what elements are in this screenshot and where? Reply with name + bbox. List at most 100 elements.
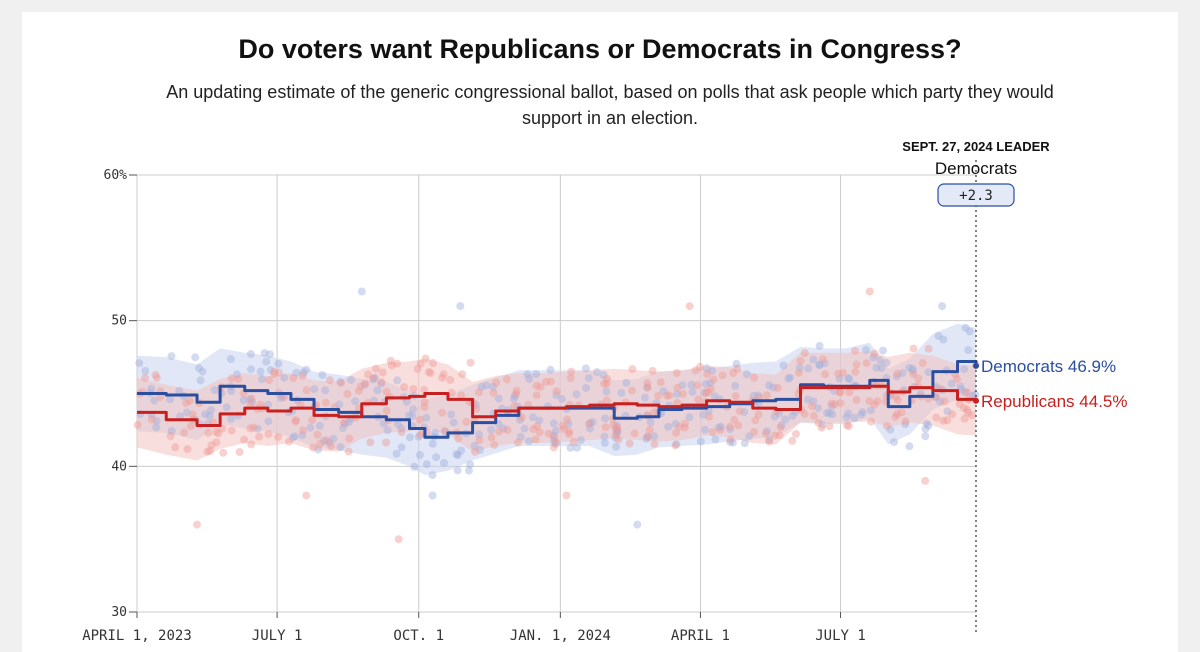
democrats-poll-dot <box>850 413 859 422</box>
republicans-poll-dot <box>909 344 918 353</box>
democrats-poll-dot <box>622 378 631 387</box>
democrats-poll-dot <box>475 430 483 439</box>
republicans-poll-dot <box>356 382 365 391</box>
republicans-poll-dot <box>602 396 611 405</box>
democrats-poll-dot <box>258 375 266 384</box>
democrats-poll-dot <box>299 368 308 377</box>
republicans-poll-dot <box>544 429 553 438</box>
democrats-poll-dot <box>765 381 774 390</box>
democrats-poll-dot <box>477 382 486 391</box>
democrats-poll-dot <box>908 367 917 375</box>
democrats-poll-dot <box>551 426 560 435</box>
democrats-poll-dot <box>779 361 788 370</box>
republicans-poll-dot <box>893 410 902 419</box>
democrats-poll-dot <box>406 433 414 442</box>
democrats-poll-dot <box>803 395 812 404</box>
republicans-poll-dot <box>645 425 654 434</box>
republicans-poll-dot <box>421 354 430 363</box>
republicans-poll-dot <box>354 386 363 395</box>
republicans-poll-dot <box>794 368 803 377</box>
republicans-poll-dot <box>270 370 279 379</box>
democrats-poll-dot <box>818 420 827 429</box>
x-tick-label: OCT. 1 <box>393 628 444 644</box>
republicans-poll-dot <box>852 395 861 404</box>
democrats-poll-dot <box>525 437 533 446</box>
democrats-poll-dot <box>201 410 210 419</box>
democrats-poll-dot <box>960 365 969 374</box>
republicans-poll-dot <box>873 397 882 406</box>
republicans-poll-dot <box>709 375 718 384</box>
republicans-poll-dot <box>227 374 236 383</box>
x-tick-label: JAN. 1, 2024 <box>510 628 611 644</box>
republicans-poll-dot <box>316 439 325 448</box>
democrats-poll-dot <box>302 365 311 374</box>
republicans-poll-dot <box>536 383 545 391</box>
democrats-poll-dot <box>520 424 529 433</box>
democrats-poll-dot <box>371 373 380 382</box>
democrats-poll-dot <box>869 353 878 362</box>
republicans-trend-line <box>137 384 978 428</box>
democrats-poll-dot <box>397 443 406 452</box>
republicans-poll-dot <box>339 418 348 427</box>
democrats-poll-dot <box>288 433 297 442</box>
republicans-poll-dot <box>152 374 161 382</box>
x-tick-label: APRIL 1, 2023 <box>82 628 192 644</box>
republicans-poll-dot <box>512 386 521 395</box>
republicans-poll-dot <box>322 436 331 445</box>
republicans-poll-dot <box>562 491 571 500</box>
republicans-poll-dot <box>630 429 639 438</box>
democrats-poll-dot <box>135 359 144 368</box>
republicans-poll-dot <box>845 388 854 397</box>
republicans-poll-dot <box>234 375 243 384</box>
democrats-poll-dot <box>290 432 299 441</box>
republicans-poll-dot <box>865 287 874 296</box>
republicans-poll-dot <box>967 411 976 420</box>
republicans-poll-dot <box>247 440 256 449</box>
democrats-poll-dot <box>664 422 673 431</box>
republicans-poll-dot <box>371 364 380 373</box>
x-tick-label: APRIL 1 <box>671 628 730 644</box>
democrats-poll-dot <box>525 374 534 383</box>
democrats-poll-dot <box>728 438 737 447</box>
democrats-end-label: Democrats 46.9% <box>981 357 1116 376</box>
democrats-poll-dot <box>814 404 823 413</box>
republicans-poll-dot <box>344 447 353 456</box>
democrats-poll-dot <box>404 411 413 420</box>
republicans-poll-dot <box>413 364 422 373</box>
democrats-poll-dot <box>879 346 887 355</box>
democrats-poll-dot <box>809 397 818 406</box>
republicans-poll-dot <box>393 359 401 368</box>
republicans-poll-dot <box>680 423 689 432</box>
democrats-poll-dot <box>232 370 241 379</box>
republicans-poll-dot <box>533 422 542 431</box>
republicans-poll-dot <box>776 423 785 432</box>
republicans-poll-dot <box>188 410 197 419</box>
republicans-poll-dot <box>921 476 930 485</box>
republicans-poll-dot <box>378 368 387 377</box>
democrats-poll-dot <box>781 415 790 424</box>
republicans-poll-dot <box>704 388 713 396</box>
democrats-poll-dot <box>876 356 885 365</box>
republicans-poll-dot <box>672 428 681 437</box>
democrats-poll-dot <box>428 471 437 480</box>
republicans-poll-dot <box>426 369 435 378</box>
democrats-poll-dot <box>576 436 585 445</box>
republicans-poll-dot <box>454 434 463 443</box>
democrats-poll-dot <box>643 432 652 441</box>
republicans-poll-dot <box>289 374 298 383</box>
republicans-poll-dot <box>726 435 735 444</box>
democrats-poll-dot <box>582 384 591 392</box>
republicans-poll-dot <box>827 399 836 408</box>
democrats-poll-dot <box>961 388 970 397</box>
republicans-poll-dot <box>549 443 558 452</box>
democrats-poll-dot <box>432 453 441 462</box>
republicans-poll-dot <box>834 369 843 378</box>
leader-date-label: SEPT. 27, 2024 LEADER <box>902 139 1050 154</box>
republicans-poll-dot <box>901 417 910 426</box>
republicans-poll-dot <box>729 369 738 377</box>
democrats-poll-dot <box>905 363 914 372</box>
republicans-poll-dot <box>862 359 871 368</box>
democrats-poll-dot <box>246 350 255 358</box>
democrats-poll-dot <box>453 451 462 459</box>
democrats-poll-dot <box>943 407 952 416</box>
